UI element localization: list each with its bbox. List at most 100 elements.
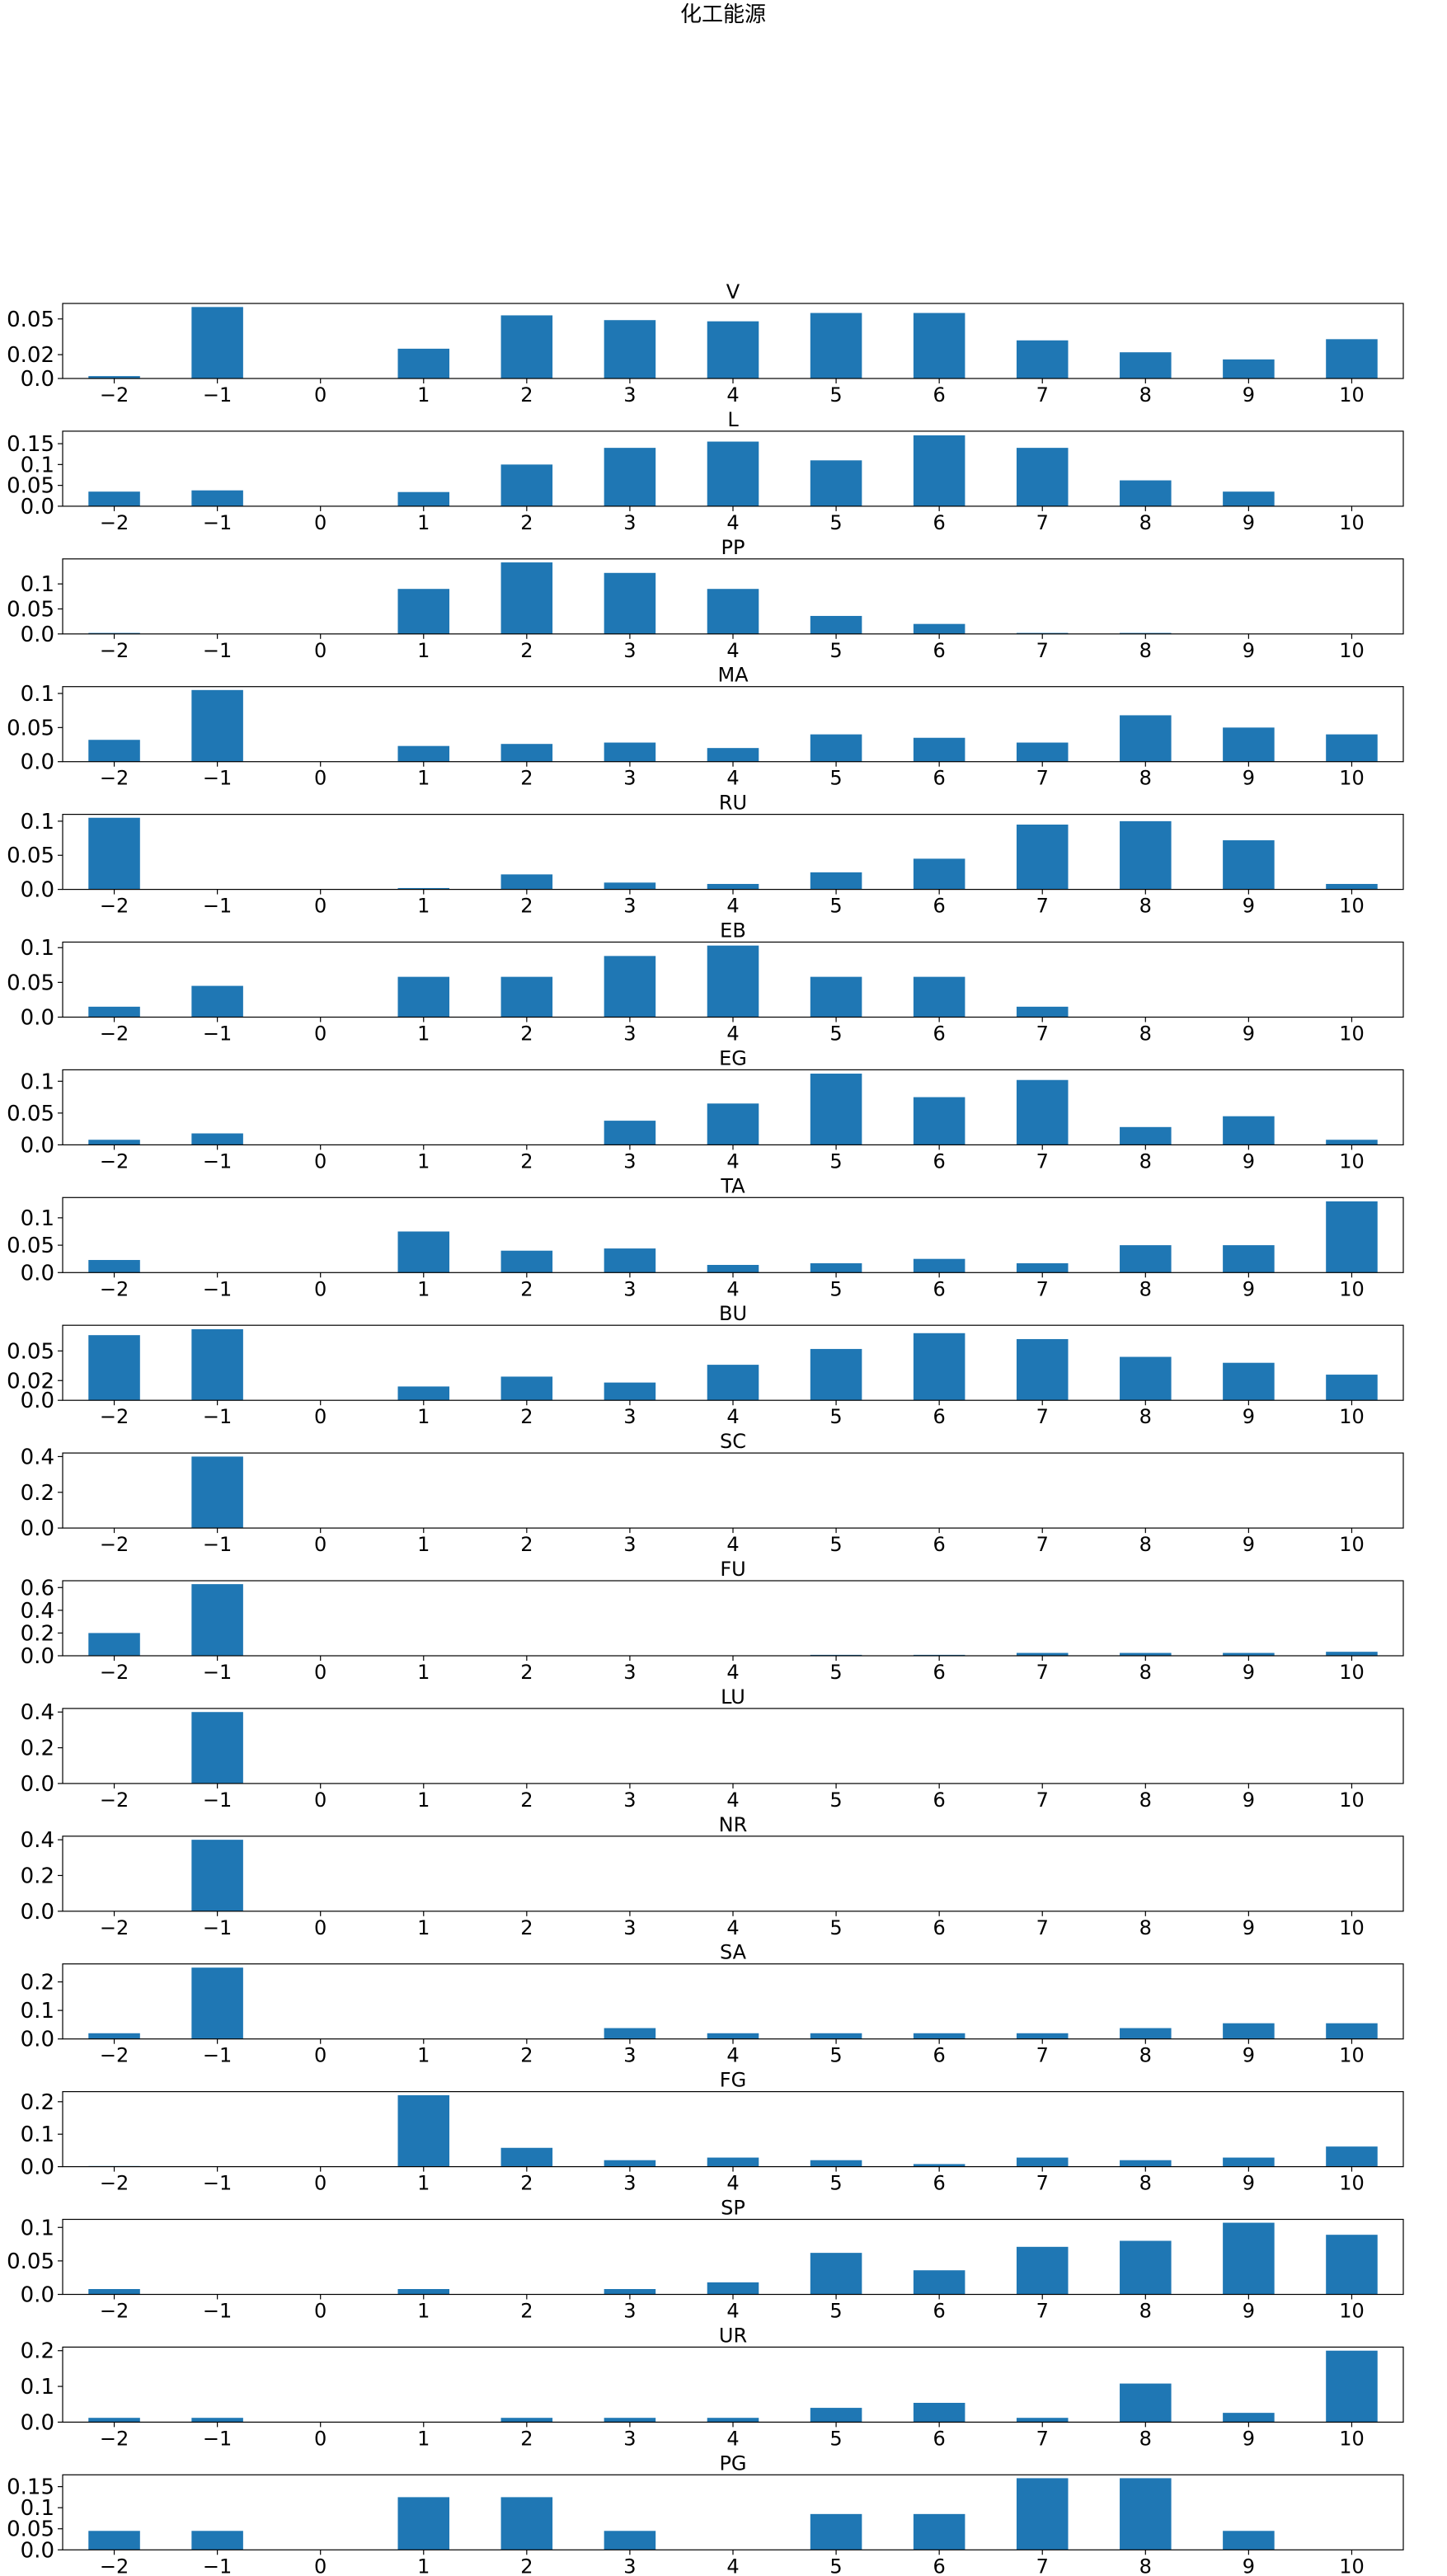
bar bbox=[88, 2289, 140, 2295]
x-tick-label: 0 bbox=[314, 2555, 327, 2576]
x-tick-label: 2 bbox=[520, 1533, 533, 1556]
x-tick-label: 1 bbox=[417, 639, 430, 662]
bar bbox=[191, 689, 243, 762]
x-tick-label: −2 bbox=[100, 2300, 129, 2323]
x-tick-label: 8 bbox=[1139, 1533, 1152, 1556]
bar bbox=[1120, 352, 1172, 378]
y-tick-label: 0.1 bbox=[21, 453, 54, 477]
bar bbox=[1016, 1263, 1069, 1273]
x-tick-label: 2 bbox=[520, 511, 533, 534]
bar bbox=[500, 315, 553, 378]
bar bbox=[500, 874, 553, 890]
subplot-title: EB bbox=[720, 919, 746, 942]
x-tick-label: 6 bbox=[933, 1405, 946, 1428]
x-tick-label: 10 bbox=[1339, 1022, 1365, 1046]
bar bbox=[707, 589, 759, 634]
x-tick-label: 0 bbox=[314, 2300, 327, 2323]
y-tick-label: 0.05 bbox=[7, 971, 54, 995]
x-tick-label: −1 bbox=[203, 511, 232, 534]
y-tick-label: 0.0 bbox=[21, 1516, 54, 1541]
x-tick-label: 4 bbox=[726, 2044, 739, 2067]
bar bbox=[1120, 1356, 1172, 1401]
x-tick-label: −1 bbox=[203, 1661, 232, 1684]
x-tick-label: 8 bbox=[1139, 2427, 1152, 2450]
x-tick-label: 0 bbox=[314, 1661, 327, 1684]
bar bbox=[1016, 2478, 1069, 2550]
bar bbox=[707, 1103, 759, 1145]
x-tick-label: 5 bbox=[829, 383, 842, 407]
x-tick-label: 6 bbox=[933, 1661, 946, 1684]
bar bbox=[707, 1265, 759, 1273]
x-tick-label: −2 bbox=[100, 1277, 129, 1300]
bar bbox=[913, 2403, 965, 2423]
bar bbox=[604, 742, 656, 762]
x-tick-label: 10 bbox=[1339, 639, 1365, 662]
x-tick-label: 7 bbox=[1036, 1916, 1049, 1939]
bar bbox=[1016, 1006, 1069, 1018]
x-tick-label: 8 bbox=[1139, 767, 1152, 790]
x-tick-label: 8 bbox=[1139, 2044, 1152, 2067]
x-tick-label: 1 bbox=[417, 383, 430, 407]
x-tick-label: 9 bbox=[1243, 2044, 1255, 2067]
bar bbox=[1326, 2023, 1378, 2039]
x-tick-label: 2 bbox=[520, 2555, 533, 2576]
y-tick-label: 0.2 bbox=[21, 1970, 54, 1995]
bar bbox=[810, 976, 862, 1018]
bar bbox=[1326, 1201, 1378, 1273]
subplot-title: V bbox=[726, 280, 740, 303]
x-tick-label: −2 bbox=[100, 1533, 129, 1556]
x-tick-label: 10 bbox=[1339, 1277, 1365, 1300]
bar bbox=[810, 2253, 862, 2295]
bar bbox=[913, 858, 965, 890]
x-tick-label: 5 bbox=[829, 1022, 842, 1046]
x-tick-label: 4 bbox=[726, 2300, 739, 2323]
x-tick-label: 7 bbox=[1036, 1405, 1049, 1428]
bar bbox=[1120, 632, 1172, 634]
y-tick-label: 0.0 bbox=[21, 623, 54, 647]
x-tick-label: 8 bbox=[1139, 383, 1152, 407]
bar bbox=[1120, 2383, 1172, 2423]
subplot-eb: EB −2 −1 0 1 2 3 4 5 6 7 8 9 10 0.0 0.05 0.1 bbox=[7, 919, 1404, 1046]
x-tick-label: −1 bbox=[203, 1916, 232, 1939]
x-tick-label: 1 bbox=[417, 1022, 430, 1046]
x-tick-label: 1 bbox=[417, 1533, 430, 1556]
bar bbox=[913, 623, 965, 634]
x-tick-label: 1 bbox=[417, 1916, 430, 1939]
x-tick-label: 0 bbox=[314, 1533, 327, 1556]
bar bbox=[913, 313, 965, 378]
subplot-ma: MA −2 −1 0 1 2 3 4 5 6 7 8 9 10 0.0 0.05 0.1 bbox=[7, 664, 1404, 790]
x-tick-label: 3 bbox=[623, 1405, 636, 1428]
bar bbox=[707, 2418, 759, 2423]
x-tick-label: 9 bbox=[1243, 1916, 1255, 1939]
bar bbox=[397, 2497, 450, 2550]
x-tick-label: 0 bbox=[314, 1149, 327, 1173]
y-tick-label: 0.05 bbox=[7, 1102, 54, 1126]
x-tick-label: 10 bbox=[1339, 895, 1365, 918]
x-tick-label: 10 bbox=[1339, 767, 1365, 790]
x-tick-label: 1 bbox=[417, 1661, 430, 1684]
bar bbox=[397, 745, 450, 762]
bar bbox=[604, 2531, 656, 2550]
x-tick-label: 5 bbox=[829, 511, 842, 534]
x-tick-label: 6 bbox=[933, 1022, 946, 1046]
bar bbox=[1120, 2478, 1172, 2550]
bar bbox=[707, 2157, 759, 2167]
bar bbox=[913, 2270, 965, 2295]
bar bbox=[707, 945, 759, 1018]
x-tick-label: 8 bbox=[1139, 1149, 1152, 1173]
x-tick-label: 2 bbox=[520, 1022, 533, 1046]
subplot-ta: TA −2 −1 0 1 2 3 4 5 6 7 8 9 10 0.0 0.05 0.1 bbox=[7, 1174, 1404, 1300]
x-tick-label: 4 bbox=[726, 2555, 739, 2576]
x-tick-label: 10 bbox=[1339, 511, 1365, 534]
bar bbox=[191, 1328, 243, 1401]
subplot-title: LU bbox=[721, 1685, 745, 1709]
bar bbox=[397, 2094, 450, 2167]
x-tick-label: 0 bbox=[314, 1022, 327, 1046]
x-tick-label: 8 bbox=[1139, 1277, 1152, 1300]
bar bbox=[1326, 1375, 1378, 1401]
subplot-title: SC bbox=[720, 1430, 746, 1453]
x-tick-label: 2 bbox=[520, 767, 533, 790]
bar bbox=[88, 1633, 140, 1656]
x-tick-label: 10 bbox=[1339, 2555, 1365, 2576]
